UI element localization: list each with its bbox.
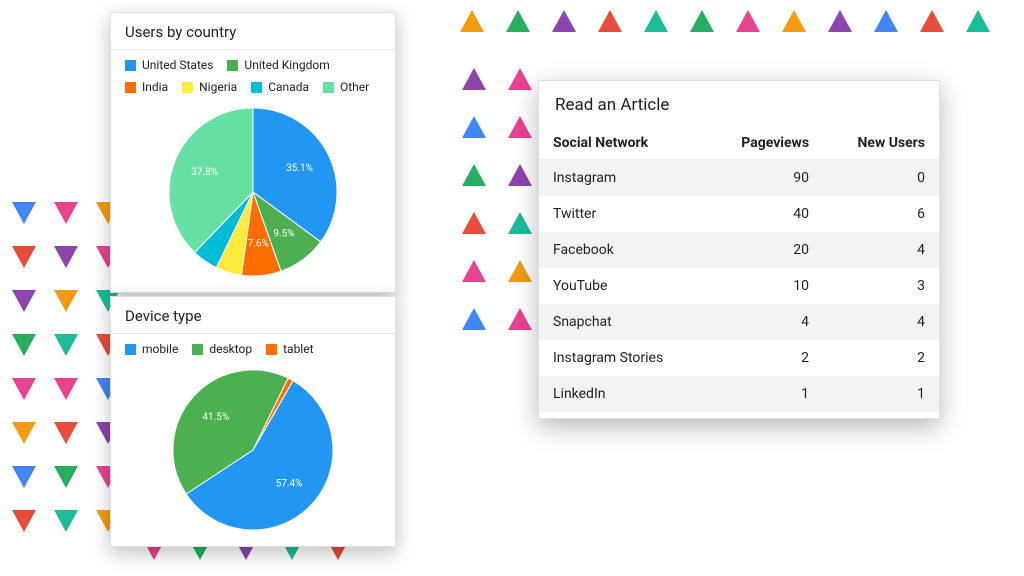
legend-item: United Kingdom — [227, 56, 329, 74]
table-cell: Facebook — [539, 232, 707, 268]
pie-slice-label: 41.5% — [202, 412, 229, 423]
legend-item: desktop — [192, 340, 252, 358]
table-cell: 4 — [823, 304, 939, 340]
pie-chart: 57.4% 41.5% — [169, 366, 337, 534]
legend-item: United States — [125, 56, 213, 74]
card-title: Users by country — [111, 13, 395, 50]
legend-swatch — [227, 60, 238, 71]
table-row: LinkedIn11 — [539, 376, 939, 412]
legend-label: Nigeria — [199, 78, 237, 96]
legend-swatch — [266, 344, 277, 355]
pie-slice-label: 7.6% — [248, 238, 269, 249]
legend-item: mobile — [125, 340, 178, 358]
legend-swatch — [125, 60, 136, 71]
legend-label: desktop — [209, 340, 252, 358]
table-cell: 2 — [823, 340, 939, 376]
legend-label: tablet — [283, 340, 313, 358]
table-cell: 1 — [823, 376, 939, 412]
legend-swatch — [192, 344, 203, 355]
table-cell: 2 — [707, 340, 823, 376]
pie-slice-label: 37.8% — [191, 167, 218, 178]
table-cell: 20 — [707, 232, 823, 268]
table-cell: 3 — [823, 268, 939, 304]
pie-slice-label: 9.5% — [273, 228, 294, 239]
legend-swatch — [323, 82, 334, 93]
table-header-cell: Pageviews — [707, 127, 823, 160]
table-cell: 4 — [707, 304, 823, 340]
legend-swatch — [125, 344, 136, 355]
table-cell: 6 — [823, 196, 939, 232]
table-cell: 40 — [707, 196, 823, 232]
pie-wrap: 35.1% 9.5% 7.6% 37.8% — [111, 100, 395, 292]
social-network-table: Social NetworkPageviewsNew Users Instagr… — [539, 127, 939, 412]
table-cell: YouTube — [539, 268, 707, 304]
pie-slice-label: 57.4% — [276, 479, 303, 490]
table-cell: 90 — [707, 160, 823, 197]
legend-swatch — [182, 82, 193, 93]
card-title: Read an Article — [539, 93, 939, 127]
table-cell: Twitter — [539, 196, 707, 232]
legend-label: India — [142, 78, 168, 96]
table-row: Snapchat44 — [539, 304, 939, 340]
legend-item: India — [125, 78, 168, 96]
pie-wrap: 57.4% 41.5% — [111, 362, 395, 546]
table-cell: Instagram Stories — [539, 340, 707, 376]
table-header-cell: Social Network — [539, 127, 707, 160]
legend: United States United Kingdom India Nigeria C… — [111, 50, 395, 100]
legend-label: mobile — [142, 340, 178, 358]
table-row: Instagram Stories22 — [539, 340, 939, 376]
pie-slice-label: 35.1% — [286, 163, 313, 174]
device-type-card: Device type mobile desktop tablet 57.4% 41.… — [110, 296, 396, 547]
table-row: Twitter406 — [539, 196, 939, 232]
legend-label: United States — [142, 56, 213, 74]
table-cell: 10 — [707, 268, 823, 304]
legend-label: Other — [340, 78, 369, 96]
table-cell: Snapchat — [539, 304, 707, 340]
table-row: Facebook204 — [539, 232, 939, 268]
users-by-country-card: Users by country United States United Kin… — [110, 12, 396, 293]
table-row: Instagram900 — [539, 160, 939, 197]
legend-item: Canada — [251, 78, 309, 96]
table-cell: 1 — [707, 376, 823, 412]
table-row: YouTube103 — [539, 268, 939, 304]
pie-chart: 35.1% 9.5% 7.6% 37.8% — [165, 104, 341, 280]
table-cell: 4 — [823, 232, 939, 268]
legend-label: United Kingdom — [244, 56, 329, 74]
card-title: Device type — [111, 297, 395, 334]
table-cell: Instagram — [539, 160, 707, 197]
legend-swatch — [251, 82, 262, 93]
legend-label: Canada — [268, 78, 309, 96]
table-header-row: Social NetworkPageviewsNew Users — [539, 127, 939, 160]
table-header-cell: New Users — [823, 127, 939, 160]
legend-item: tablet — [266, 340, 313, 358]
table-cell: LinkedIn — [539, 376, 707, 412]
read-article-card: Read an Article Social NetworkPageviewsN… — [538, 80, 940, 419]
legend-item: Other — [323, 78, 369, 96]
legend-swatch — [125, 82, 136, 93]
legend-item: Nigeria — [182, 78, 237, 96]
legend: mobile desktop tablet — [111, 334, 395, 362]
table-cell: 0 — [823, 160, 939, 197]
